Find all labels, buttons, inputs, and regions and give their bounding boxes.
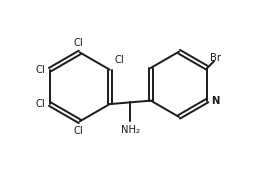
Text: Cl: Cl [74,38,83,48]
Text: NH₂: NH₂ [121,125,140,135]
Text: Cl: Cl [74,126,83,136]
Text: Cl: Cl [114,55,124,65]
Text: N: N [211,96,220,106]
Text: Cl: Cl [35,65,45,75]
Text: Br: Br [210,53,221,63]
Text: Cl: Cl [35,99,45,109]
